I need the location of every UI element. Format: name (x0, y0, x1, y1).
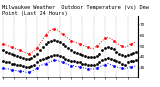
Text: Milwaukee Weather  Outdoor Temperature (vs) Dew Point (Last 24 Hours): Milwaukee Weather Outdoor Temperature (v… (2, 5, 148, 16)
